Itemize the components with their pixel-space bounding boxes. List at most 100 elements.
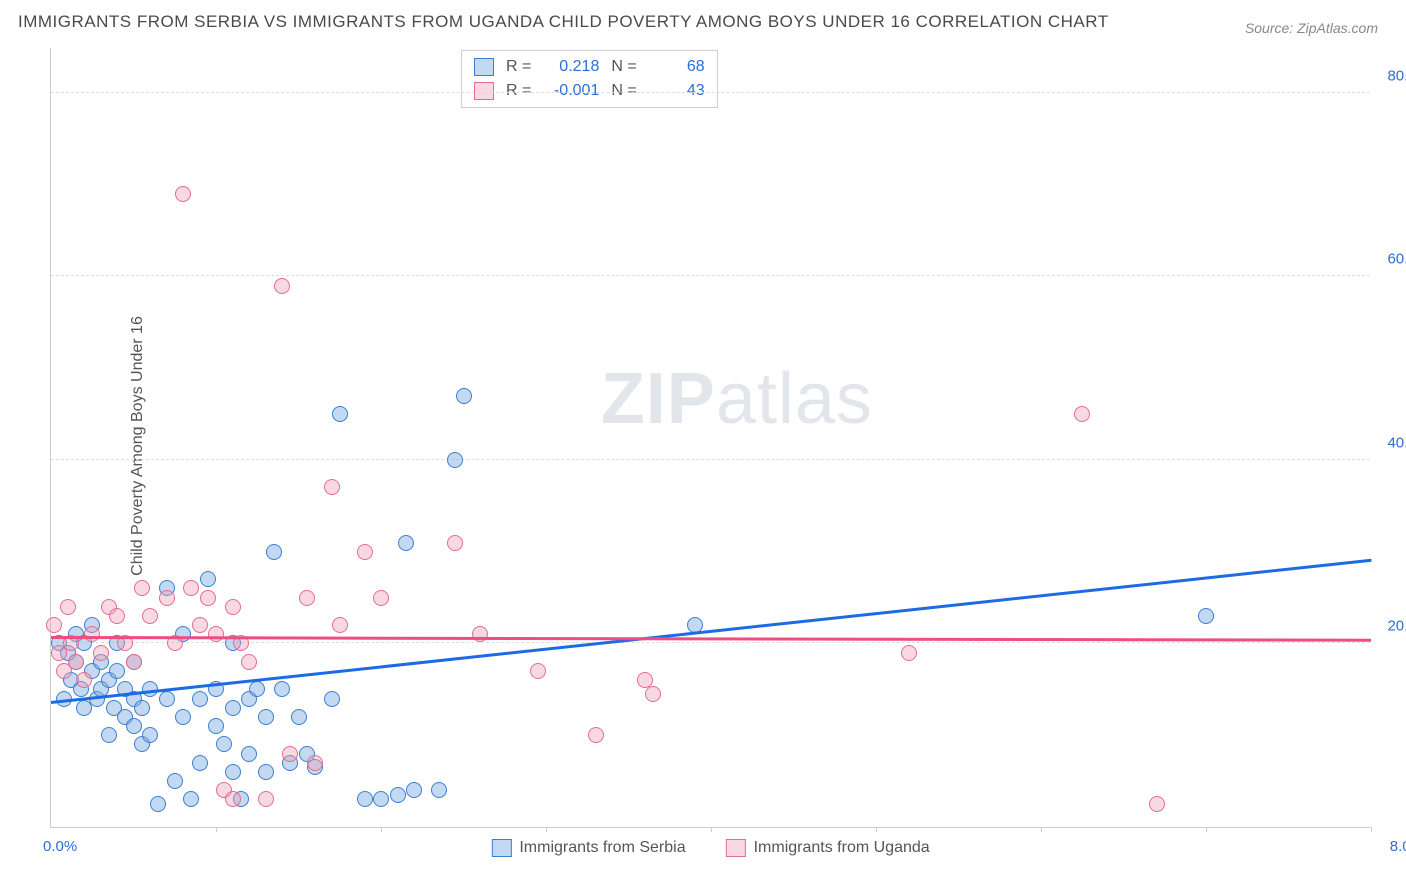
chart-title: IMMIGRANTS FROM SERBIA VS IMMIGRANTS FRO…	[18, 12, 1109, 32]
data-point-uganda	[109, 608, 125, 624]
x-tick-mark	[711, 827, 712, 832]
n-value-serbia: 68	[649, 55, 705, 79]
x-tick-mark	[876, 827, 877, 832]
correlation-legend: R = 0.218 N = 68 R = -0.001 N = 43	[461, 50, 718, 108]
x-tick-mark	[1041, 827, 1042, 832]
data-point-uganda	[324, 479, 340, 495]
data-point-serbia	[258, 709, 274, 725]
data-point-serbia	[373, 791, 389, 807]
data-point-uganda	[282, 746, 298, 762]
data-point-serbia	[258, 764, 274, 780]
y-tick-label: 80.0%	[1380, 67, 1406, 84]
data-point-serbia	[150, 796, 166, 812]
r-value-serbia: 0.218	[543, 55, 599, 79]
data-point-uganda	[901, 645, 917, 661]
data-point-serbia	[101, 727, 117, 743]
data-point-serbia	[183, 791, 199, 807]
data-point-serbia	[1198, 608, 1214, 624]
data-point-uganda	[84, 626, 100, 642]
data-point-uganda	[588, 727, 604, 743]
data-point-serbia	[109, 663, 125, 679]
data-point-uganda	[332, 617, 348, 633]
legend-label-serbia: Immigrants from Serbia	[519, 839, 685, 857]
data-point-uganda	[225, 599, 241, 615]
data-point-uganda	[1149, 796, 1165, 812]
data-point-serbia	[266, 544, 282, 560]
data-point-uganda	[258, 791, 274, 807]
data-point-serbia	[208, 718, 224, 734]
data-point-uganda	[208, 626, 224, 642]
data-point-uganda	[68, 654, 84, 670]
data-point-serbia	[216, 736, 232, 752]
x-tick-max: 8.0%	[1390, 838, 1406, 855]
r-label: R =	[506, 55, 531, 79]
x-tick-mark	[381, 827, 382, 832]
trend-line-serbia	[51, 558, 1371, 703]
data-point-serbia	[390, 787, 406, 803]
legend-label-uganda: Immigrants from Uganda	[754, 839, 930, 857]
watermark-rest: atlas	[716, 359, 873, 439]
data-point-serbia	[332, 406, 348, 422]
x-tick-mark	[546, 827, 547, 832]
data-point-uganda	[274, 278, 290, 294]
data-point-serbia	[456, 388, 472, 404]
data-point-uganda	[126, 654, 142, 670]
x-tick-mark	[1371, 827, 1372, 832]
data-point-serbia	[142, 727, 158, 743]
data-point-uganda	[200, 590, 216, 606]
x-tick-min: 0.0%	[43, 838, 77, 855]
data-point-uganda	[1074, 406, 1090, 422]
swatch-uganda	[726, 839, 746, 857]
data-point-uganda	[225, 791, 241, 807]
data-point-uganda	[192, 617, 208, 633]
data-point-serbia	[241, 746, 257, 762]
gridline	[51, 459, 1370, 460]
legend-item-uganda: Immigrants from Uganda	[726, 839, 930, 857]
plot-area: ZIPatlas R = 0.218 N = 68 R = -0.001 N =…	[50, 48, 1370, 828]
watermark: ZIPatlas	[601, 358, 873, 440]
data-point-serbia	[159, 691, 175, 707]
source-attribution: Source: ZipAtlas.com	[1245, 20, 1378, 36]
data-point-uganda	[159, 590, 175, 606]
corr-row-serbia: R = 0.218 N = 68	[474, 55, 705, 79]
data-point-serbia	[324, 691, 340, 707]
data-point-serbia	[167, 773, 183, 789]
data-point-uganda	[472, 626, 488, 642]
data-point-serbia	[192, 691, 208, 707]
legend-item-serbia: Immigrants from Serbia	[491, 839, 685, 857]
watermark-bold: ZIP	[601, 359, 716, 439]
data-point-uganda	[134, 580, 150, 596]
y-tick-label: 60.0%	[1380, 251, 1406, 268]
gridline	[51, 275, 1370, 276]
data-point-serbia	[126, 718, 142, 734]
gridline	[51, 642, 1370, 643]
data-point-serbia	[200, 571, 216, 587]
data-point-uganda	[46, 617, 62, 633]
source-value: ZipAtlas.com	[1297, 20, 1378, 36]
gridline	[51, 92, 1370, 93]
data-point-serbia	[406, 782, 422, 798]
x-tick-mark	[216, 827, 217, 832]
data-point-uganda	[76, 672, 92, 688]
y-tick-label: 40.0%	[1380, 434, 1406, 451]
data-point-uganda	[183, 580, 199, 596]
data-point-uganda	[241, 654, 257, 670]
data-point-serbia	[398, 535, 414, 551]
source-label: Source:	[1245, 20, 1293, 36]
data-point-uganda	[299, 590, 315, 606]
data-point-serbia	[291, 709, 307, 725]
data-point-uganda	[175, 186, 191, 202]
data-point-uganda	[142, 608, 158, 624]
data-point-serbia	[225, 764, 241, 780]
data-point-uganda	[530, 663, 546, 679]
data-point-serbia	[249, 681, 265, 697]
data-point-serbia	[175, 709, 191, 725]
trend-line-uganda	[51, 636, 1371, 641]
data-point-uganda	[373, 590, 389, 606]
data-point-serbia	[431, 782, 447, 798]
data-point-serbia	[447, 452, 463, 468]
swatch-serbia	[474, 58, 494, 76]
data-point-uganda	[307, 755, 323, 771]
swatch-serbia	[491, 839, 511, 857]
series-legend: Immigrants from Serbia Immigrants from U…	[491, 839, 929, 857]
